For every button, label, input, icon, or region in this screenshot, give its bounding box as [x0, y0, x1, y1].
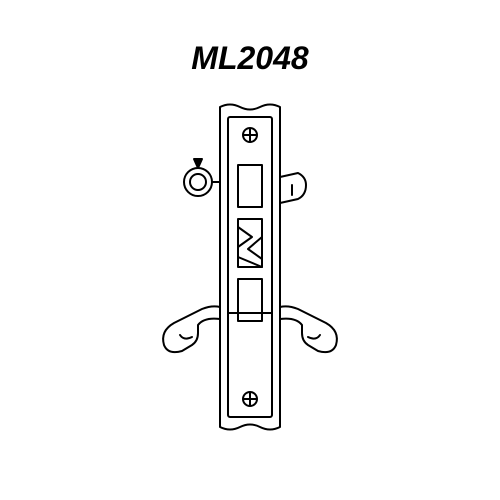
latch-slot [238, 219, 262, 267]
right-lever-handle [280, 306, 337, 352]
mortise-lock-diagram [120, 87, 380, 447]
latch-detail-3 [238, 257, 262, 267]
latch-detail-2 [248, 237, 262, 259]
product-model-label: ML2048 [191, 40, 308, 77]
thumbturn-icon [280, 173, 306, 203]
lock-diagram-container [0, 87, 500, 500]
left-lever-handle [163, 306, 220, 352]
deadbolt-slot [238, 165, 262, 207]
latch-detail-1 [238, 227, 252, 247]
cylinder-turn [184, 159, 220, 196]
aux-slot [238, 279, 262, 321]
